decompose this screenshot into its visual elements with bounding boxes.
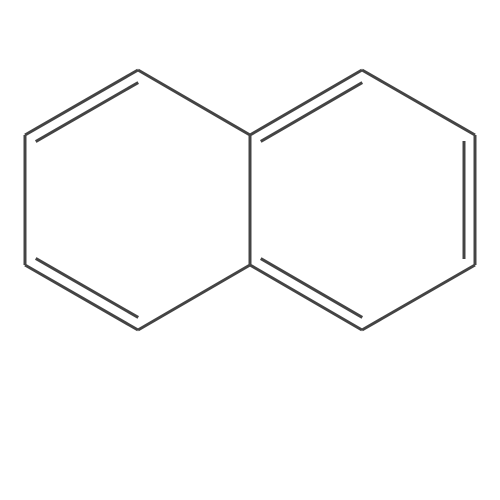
- molecule-diagram: [0, 0, 500, 500]
- naphthalene-structure: [0, 0, 500, 500]
